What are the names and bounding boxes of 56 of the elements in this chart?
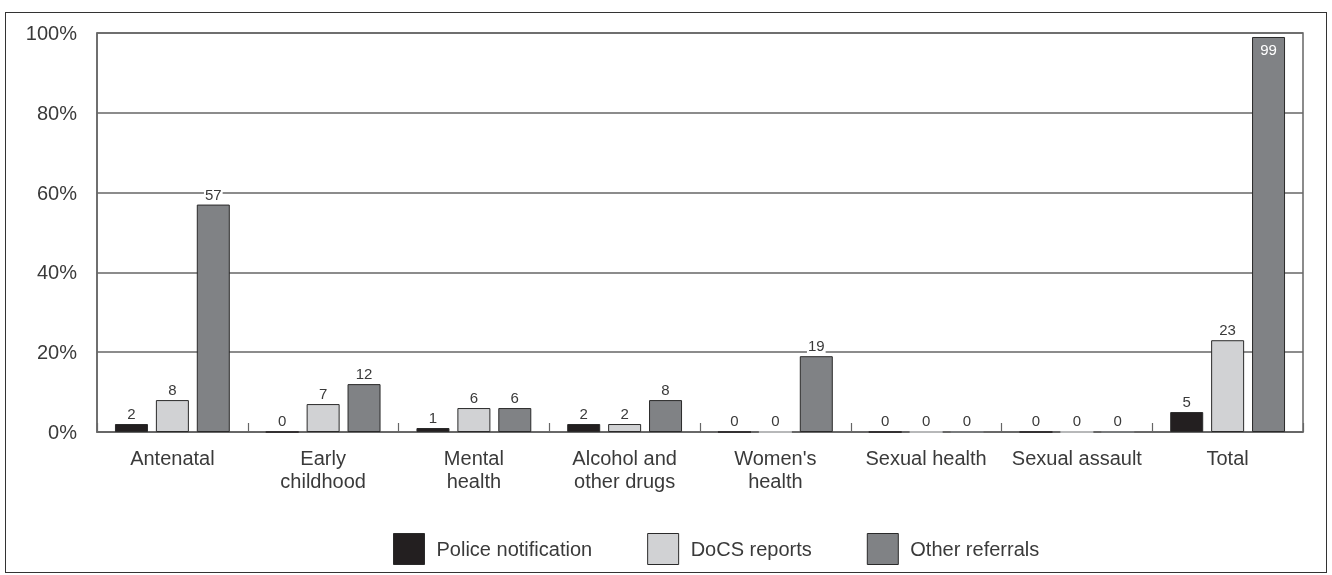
bar <box>1211 340 1245 432</box>
bar <box>1170 412 1204 432</box>
bar <box>114 424 148 432</box>
x-tick-label: Early childhood <box>280 446 366 492</box>
data-label: 19 <box>807 337 825 355</box>
bar <box>416 428 450 432</box>
legend-label: Police notification <box>436 538 593 560</box>
data-label: 12 <box>355 365 373 383</box>
data-label: 0 <box>730 412 739 430</box>
data-label: 1 <box>428 409 438 427</box>
legend-label: DoCS reports <box>690 538 812 560</box>
data-label: 7 <box>318 385 328 403</box>
data-label: 0 <box>278 412 287 430</box>
data-label: 23 <box>1219 321 1236 339</box>
bar <box>196 204 230 432</box>
data-label: 6 <box>510 389 519 407</box>
y-tick-label: 20% <box>36 341 78 364</box>
x-tick-label: Total <box>1206 446 1249 469</box>
bar <box>155 400 189 432</box>
y-tick-label: 100% <box>25 22 78 44</box>
bar <box>306 404 340 432</box>
x-tick-label: Mental health <box>443 446 504 492</box>
data-label: 2 <box>579 405 588 423</box>
x-tick-label: Alcohol and other drugs <box>572 446 677 492</box>
data-label: 0 <box>1072 412 1082 430</box>
data-label: 0 <box>881 412 890 430</box>
data-label: 0 <box>771 412 780 430</box>
data-label: 5 <box>1182 393 1191 411</box>
data-label: 0 <box>962 412 972 430</box>
data-label: 2 <box>620 405 629 423</box>
bar <box>567 424 601 432</box>
bar <box>799 356 833 432</box>
data-label: 0 <box>1113 412 1122 430</box>
bar <box>649 400 683 432</box>
x-tick-label: Sexual health <box>865 446 987 469</box>
bar <box>347 384 381 432</box>
x-tick-label: Antenatal <box>130 446 215 469</box>
y-tick-label: 40% <box>36 261 78 284</box>
data-label: 8 <box>661 381 670 399</box>
legend-label: Other referrals <box>910 538 1040 560</box>
bar <box>457 408 491 432</box>
bar <box>608 424 642 432</box>
y-tick-label: 0% <box>48 421 78 443</box>
data-label: 8 <box>168 381 177 399</box>
data-label: 57 <box>204 185 222 203</box>
bar <box>1252 36 1286 432</box>
data-label: 2 <box>127 405 136 423</box>
x-tick-label: Sexual assault <box>1011 446 1143 469</box>
data-label: 0 <box>1031 412 1041 430</box>
bar <box>498 408 532 432</box>
data-label: 99 <box>1260 40 1277 58</box>
data-label: 6 <box>469 389 479 407</box>
y-tick-label: 60% <box>36 181 78 204</box>
y-tick-label: 80% <box>36 101 78 124</box>
data-label: 0 <box>921 412 931 430</box>
x-tick-label: Women's health <box>734 446 817 492</box>
